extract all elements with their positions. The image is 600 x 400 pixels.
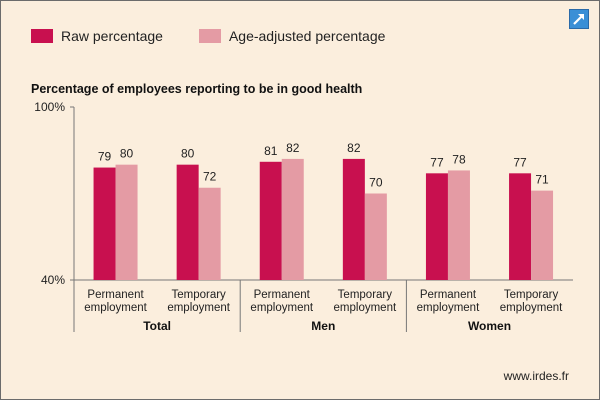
legend-item-adjusted: Age-adjusted percentage: [198, 28, 386, 44]
category-label: employment: [84, 302, 147, 314]
y-tick-label: 100%: [34, 100, 65, 114]
data-label: 72: [203, 170, 217, 184]
category-label: employment: [417, 302, 480, 314]
data-label: 78: [452, 152, 466, 166]
y-tick-label: 40%: [41, 273, 65, 287]
bar-raw: [176, 164, 199, 280]
chart-title: Percentage of employees reporting to be …: [31, 82, 363, 96]
footer-url: www.irdes.fr: [503, 369, 569, 383]
legend-label-adjusted: Age-adjusted percentage: [228, 28, 386, 44]
bar-adjusted: [447, 170, 470, 280]
bar-adjusted: [364, 193, 387, 280]
legend-label-raw: Raw percentage: [61, 28, 163, 44]
category-label: Permanent: [254, 289, 311, 301]
category-label: Permanent: [87, 289, 144, 301]
group-label: Men: [311, 319, 335, 333]
legend-swatch-adjusted: [198, 29, 221, 43]
bar-adjusted: [198, 187, 221, 280]
bar-adjusted: [531, 190, 554, 280]
legend: Raw percentage Age-adjusted percentage: [31, 28, 421, 44]
group-label: Women: [468, 319, 511, 333]
bar-adjusted: [115, 164, 138, 280]
bar-raw: [93, 167, 116, 280]
data-label: 71: [535, 173, 549, 187]
category-label: employment: [500, 302, 563, 314]
data-label: 82: [286, 141, 300, 155]
bar-raw: [259, 161, 282, 280]
data-label: 77: [430, 155, 444, 169]
data-label: 82: [347, 141, 361, 155]
bar-adjusted: [281, 158, 304, 280]
bar-raw: [509, 173, 532, 280]
expand-arrow-icon[interactable]: [569, 9, 589, 29]
data-label: 79: [98, 150, 112, 164]
data-label: 77: [513, 155, 527, 169]
category-label: Temporary: [504, 289, 559, 301]
bar-raw: [342, 158, 365, 280]
category-label: Permanent: [420, 289, 477, 301]
data-label: 81: [264, 144, 278, 158]
category-label: employment: [334, 302, 397, 314]
bar-raw: [425, 173, 448, 280]
group-label: Total: [143, 319, 171, 333]
category-label: employment: [167, 302, 230, 314]
category-label: employment: [250, 302, 313, 314]
category-label: Temporary: [171, 289, 226, 301]
data-label: 80: [120, 147, 134, 161]
data-label: 80: [181, 147, 195, 161]
legend-swatch-raw: [31, 29, 53, 43]
category-label: Temporary: [338, 289, 393, 301]
bar-chart: 100%40%79 80Permanentemployment8072Tempor…: [34, 100, 573, 333]
legend-item-raw: Raw percentage: [31, 28, 163, 44]
data-label: 70: [369, 176, 383, 190]
